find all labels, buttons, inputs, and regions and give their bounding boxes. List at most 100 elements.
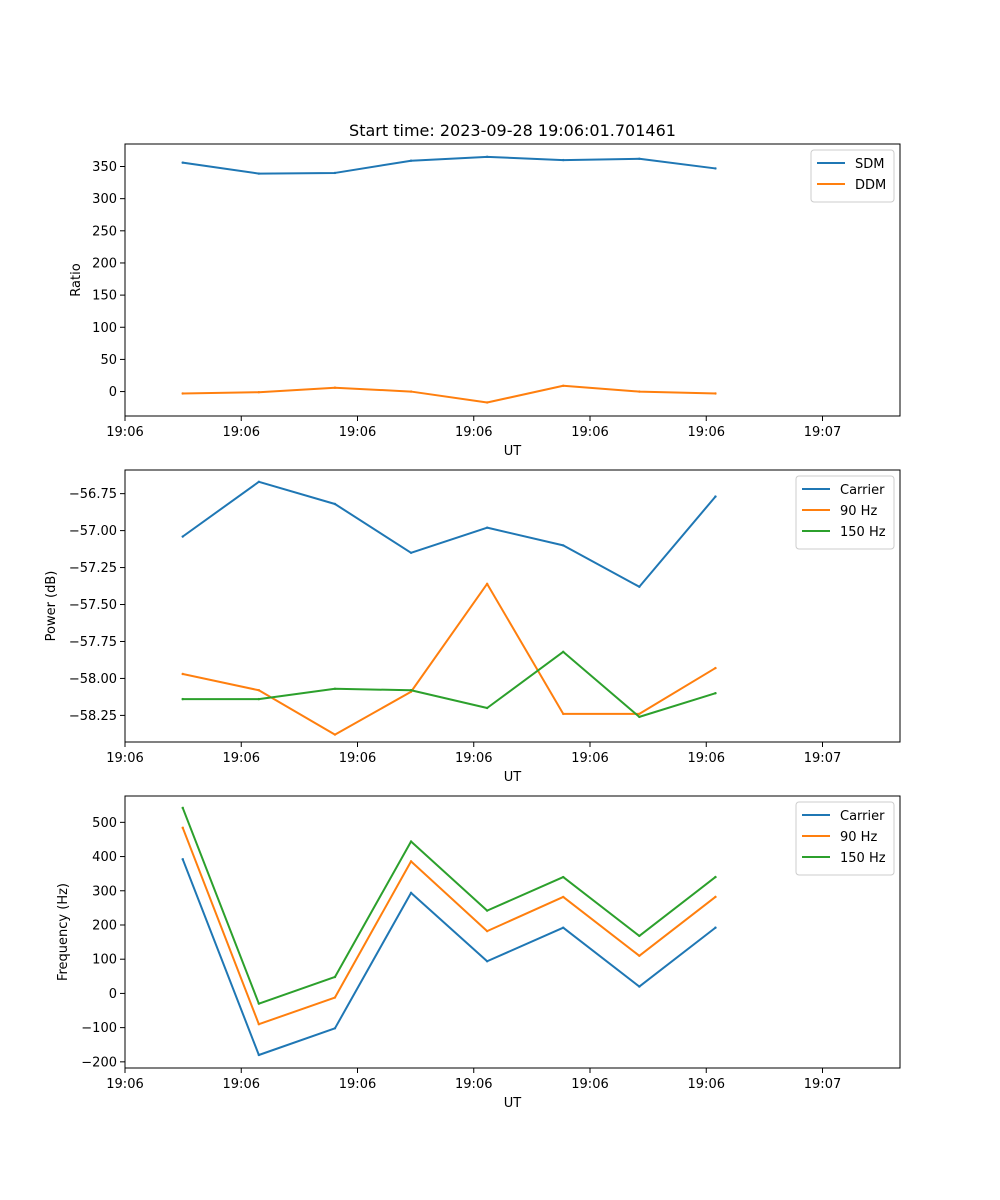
ratio-sdm-point <box>485 155 489 159</box>
power-carrier-point <box>333 502 337 506</box>
power-series-carrier-line <box>181 480 717 588</box>
power-90-hz-point <box>562 712 565 716</box>
frequency-y-tick-label: 500 <box>92 816 117 831</box>
power-150-hz-point <box>181 697 184 701</box>
ratio-legend-label-ddm: DDM <box>855 178 886 193</box>
frequency-x-tick-label: 19:06 <box>571 1077 608 1092</box>
power-x-tick-label: 19:06 <box>688 751 725 766</box>
power-x-axis-label: UT <box>504 770 522 785</box>
frequency-90-hz-point <box>562 895 565 899</box>
frequency-x-axis-label: UT <box>504 1096 522 1111</box>
ratio-legend-label-sdm: SDM <box>855 157 884 172</box>
power-y-tick-label: −57.75 <box>69 635 117 650</box>
power-90-hz-point <box>714 666 717 670</box>
power-90-hz-point <box>638 712 641 716</box>
ratio-sdm-point <box>333 171 337 175</box>
ratio-y-axis-label: Ratio <box>69 263 84 296</box>
ratio-x-tick-label: 19:06 <box>106 425 143 440</box>
ratio-x-axis-label: UT <box>504 444 522 459</box>
ratio-ddm-point <box>714 392 717 395</box>
frequency-legend: Carrier 90 Hz 150 Hz <box>795 801 895 876</box>
ratio-sdm-point <box>562 158 565 162</box>
frequency-150-hz-point <box>714 875 717 879</box>
ratio-ddm-point <box>333 386 337 389</box>
frequency-y-tick-label: 0 <box>109 987 117 1002</box>
ratio-series-ddm-line <box>181 384 717 404</box>
power-150-hz-point <box>257 697 261 701</box>
frequency-150-hz-point <box>562 875 565 879</box>
ratio-legend: SDM DDM <box>810 149 895 203</box>
frequency-y-axis-label: Frequency (Hz) <box>56 883 71 981</box>
ratio-x-tick-label: 19:06 <box>223 425 260 440</box>
frequency-panel: 19:06 19:06 19:06 19:06 19:06 19:06 19:07 −200 −… <box>56 795 901 1111</box>
ratio-sdm-point <box>638 157 641 160</box>
power-150-hz-point <box>485 706 489 710</box>
power-carrier-point <box>638 585 641 588</box>
ratio-y-tick-label: 50 <box>100 353 117 368</box>
ratio-x-tick-label: 19:06 <box>688 425 725 440</box>
frequency-carrier-point <box>714 926 717 929</box>
ratio-chart-title: Start time: 2023-09-28 19:06:01.701461 <box>349 121 676 140</box>
frequency-y-tick-label: 400 <box>92 850 117 865</box>
power-carrier-point <box>181 535 184 538</box>
ratio-x-tick-label: 19:07 <box>804 425 841 440</box>
frequency-y-tick-label: 200 <box>92 918 117 933</box>
frequency-150-hz-point <box>638 934 641 938</box>
ratio-panel: 19:06 19:06 19:06 19:06 19:06 19:06 19:07 0 50 10… <box>69 121 901 459</box>
frequency-x-tick-label: 19:06 <box>688 1077 725 1092</box>
ratio-ddm-point <box>409 390 413 393</box>
power-90-hz-point <box>257 689 261 692</box>
ratio-x-tick-label: 19:06 <box>339 425 376 440</box>
frequency-90-hz-point <box>714 895 717 899</box>
power-90-hz-point <box>333 733 337 736</box>
power-150-hz-point <box>562 650 565 654</box>
power-axes-frame <box>124 469 901 743</box>
power-carrier-point <box>562 544 565 547</box>
frequency-90-hz-point <box>485 929 489 933</box>
ratio-y-tick-label: 350 <box>92 160 117 175</box>
frequency-90-hz-point <box>333 996 337 999</box>
power-y-tick-label: −57.25 <box>69 561 117 576</box>
ratio-y-tick-label: 250 <box>92 224 117 239</box>
frequency-150-hz-point <box>181 806 184 810</box>
ratio-x-tick-label: 19:06 <box>455 425 492 440</box>
ratio-y-tick-label: 300 <box>92 192 117 207</box>
power-x-tick-label: 19:07 <box>804 751 841 766</box>
frequency-90-hz-point <box>257 1023 261 1026</box>
power-90-hz-point <box>485 582 489 586</box>
frequency-x-tick-label: 19:06 <box>223 1077 260 1092</box>
power-series-150-hz-line <box>181 650 717 718</box>
ratio-sdm-point <box>409 159 413 162</box>
ratio-sdm-point <box>714 167 717 170</box>
ratio-ddm-point <box>638 390 641 393</box>
power-x-tick-label: 19:06 <box>106 751 143 766</box>
frequency-carrier-point <box>485 960 489 963</box>
frequency-150-hz-point <box>409 840 413 843</box>
ratio-ddm-point <box>181 392 184 395</box>
ratio-series-sdm-line <box>181 155 717 175</box>
power-x-tick-label: 19:06 <box>339 751 376 766</box>
frequency-series-90-hz-line <box>181 826 717 1026</box>
power-legend-label-90-hz: 90 Hz <box>840 504 877 519</box>
frequency-carrier-point <box>181 858 184 861</box>
power-x-tick-label: 19:06 <box>571 751 608 766</box>
frequency-90-hz-point <box>181 826 184 830</box>
power-150-hz-point <box>714 692 717 695</box>
frequency-x-tick-label: 19:06 <box>106 1077 143 1092</box>
frequency-y-tick-label: −200 <box>81 1055 117 1070</box>
power-carrier-point <box>714 495 717 498</box>
power-y-tick-label: −58.25 <box>69 709 117 724</box>
power-y-tick-label: −57.50 <box>69 598 117 613</box>
frequency-90-hz-point <box>638 954 641 957</box>
ratio-y-tick-label: 0 <box>109 385 117 400</box>
ratio-sdm-point <box>181 161 184 164</box>
ratio-sdm-point <box>257 172 261 175</box>
power-y-tick-label: −57.00 <box>69 524 117 539</box>
frequency-legend-label-90-hz: 90 Hz <box>840 830 877 845</box>
frequency-carrier-point <box>562 926 565 929</box>
frequency-150-hz-point <box>333 975 337 979</box>
ratio-x-tick-label: 19:06 <box>571 425 608 440</box>
power-panel: 19:06 19:06 19:06 19:06 19:06 19:06 19:07 −58.2… <box>44 469 901 785</box>
power-carrier-point <box>409 551 413 554</box>
frequency-x-tick-label: 19:06 <box>455 1077 492 1092</box>
